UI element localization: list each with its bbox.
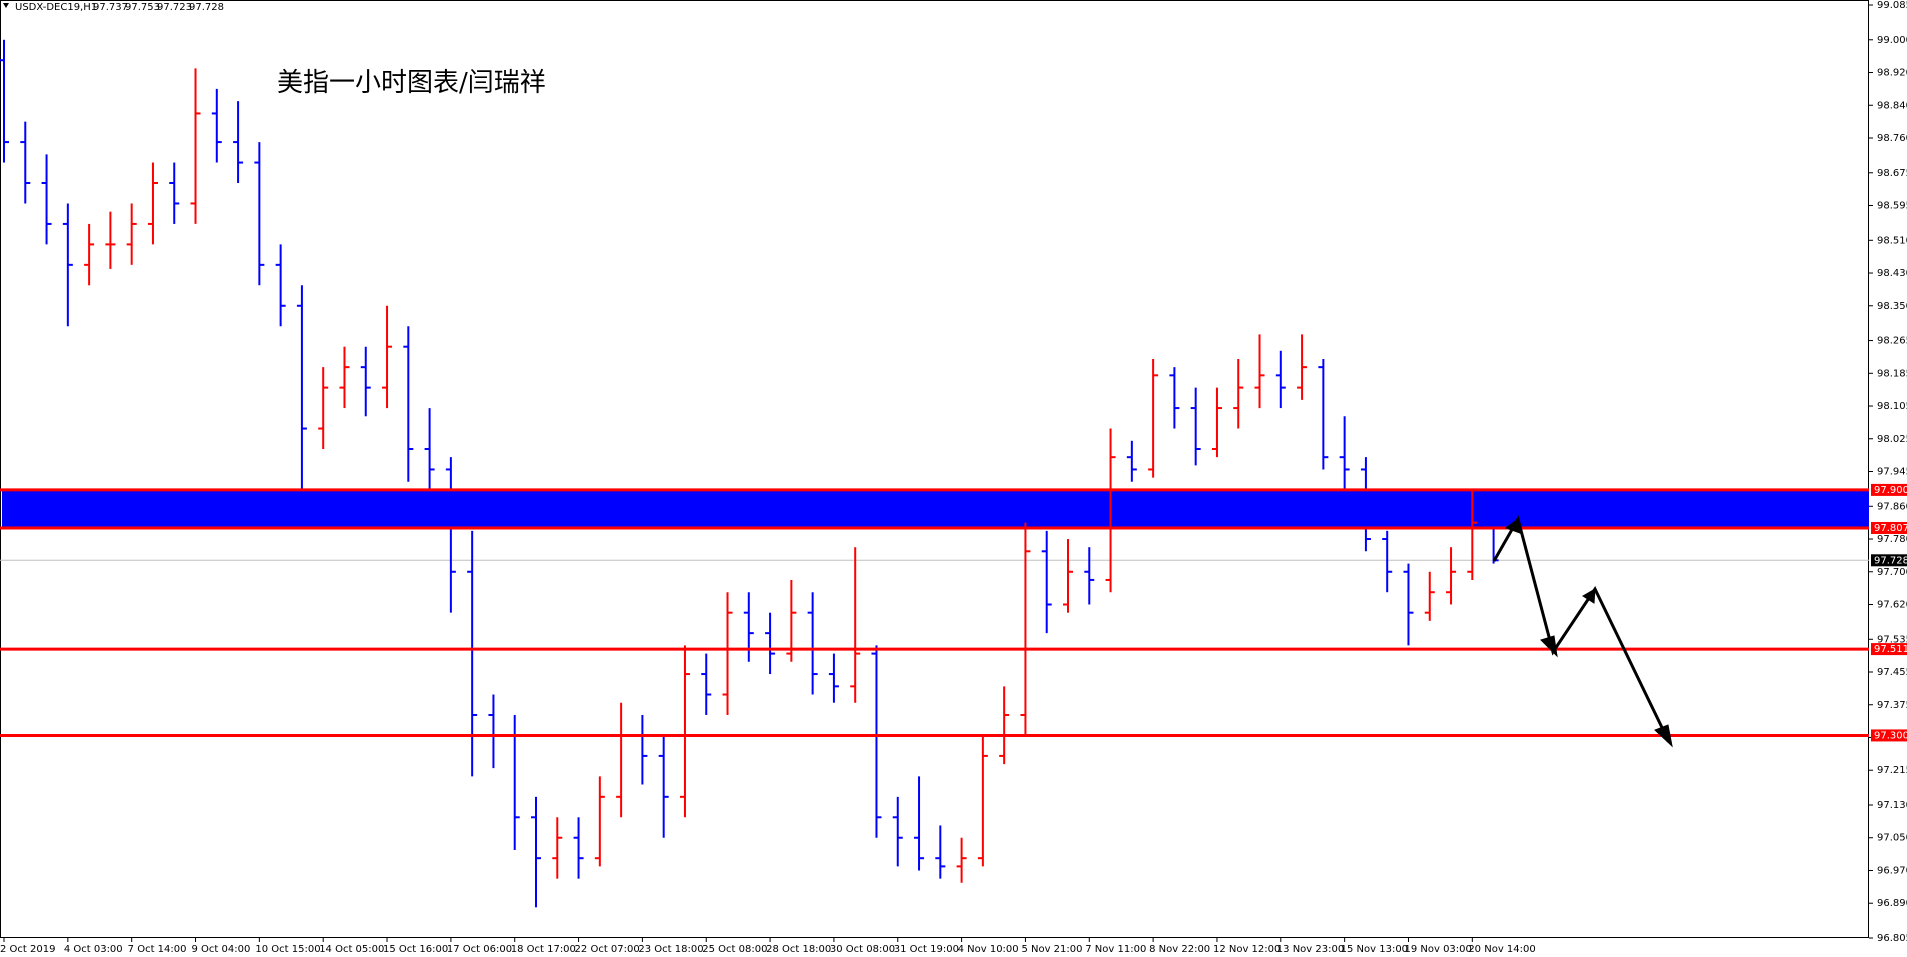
y-tick-label: 98.595 xyxy=(1877,201,1907,212)
y-tick-label: 98.920 xyxy=(1877,68,1907,79)
level-label: 97.300 xyxy=(1874,730,1907,741)
header-low: 97.723 xyxy=(157,2,192,13)
header-close: 97.728 xyxy=(189,2,224,13)
y-tick-label: 97.700 xyxy=(1877,567,1907,578)
y-tick-label: 98.350 xyxy=(1877,301,1907,312)
y-tick-label: 97.620 xyxy=(1877,599,1907,610)
x-tick-label: 18 Oct 17:00 xyxy=(511,944,576,955)
x-tick-label: 30 Oct 08:00 xyxy=(830,944,895,955)
y-tick-label: 98.105 xyxy=(1877,401,1907,412)
level-label-bg xyxy=(1871,483,1907,496)
current-price-label: 97.728 xyxy=(1874,555,1907,566)
arrow-head xyxy=(1654,724,1673,748)
y-tick-label: 98.840 xyxy=(1877,100,1907,111)
plot-frame xyxy=(0,0,1869,938)
x-tick-label: 20 Nov 14:00 xyxy=(1468,944,1535,955)
arrow-head xyxy=(1582,588,1596,604)
y-tick-label: 97.050 xyxy=(1877,833,1907,844)
arrow-head xyxy=(1540,635,1558,658)
x-tick-label: 17 Oct 06:00 xyxy=(447,944,512,955)
y-tick-label: 98.025 xyxy=(1877,434,1907,445)
x-tick-label: 9 Oct 04:00 xyxy=(192,944,251,955)
chart-title: 美指一小时图表/闫瑞祥 xyxy=(277,68,546,98)
x-tick-label: 15 Nov 13:00 xyxy=(1341,944,1408,955)
x-tick-label: 19 Nov 03:00 xyxy=(1404,944,1471,955)
x-tick-label: 22 Oct 07:00 xyxy=(575,944,640,955)
level-label: 97.807 xyxy=(1874,523,1907,534)
y-tick-label: 99.000 xyxy=(1877,35,1907,46)
x-tick-label: 10 Oct 15:00 xyxy=(255,944,320,955)
y-tick-label: 97.780 xyxy=(1877,534,1907,545)
current-price-bg xyxy=(1871,554,1907,567)
x-tick-label: 8 Nov 22:00 xyxy=(1149,944,1210,955)
x-tick-label: 4 Nov 10:00 xyxy=(958,944,1019,955)
y-tick-label: 97.945 xyxy=(1877,467,1907,478)
x-tick-label: 23 Oct 18:00 xyxy=(638,944,703,955)
x-tick-label: 14 Oct 05:00 xyxy=(319,944,384,955)
y-tick-label: 98.675 xyxy=(1877,168,1907,179)
symbol: USDX-DEC19,H1 xyxy=(15,2,97,13)
forecast-path xyxy=(1492,515,1670,741)
menu-arrow xyxy=(3,3,9,8)
x-tick-label: 2 Oct 2019 xyxy=(0,944,55,955)
y-tick-label: 98.510 xyxy=(1877,235,1907,246)
y-tick-label: 98.430 xyxy=(1877,268,1907,279)
y-tick-label: 97.860 xyxy=(1877,501,1907,512)
level-label-bg xyxy=(1871,729,1907,742)
x-tick-label: 7 Oct 14:00 xyxy=(128,944,187,955)
y-tick-label: 98.185 xyxy=(1877,368,1907,379)
x-tick-label: 5 Nov 21:00 xyxy=(1021,944,1082,955)
level-label: 97.900 xyxy=(1874,485,1907,496)
x-tick-label: 25 Oct 08:00 xyxy=(702,944,767,955)
x-tick-label: 31 Oct 19:00 xyxy=(894,944,959,955)
y-tick-label: 97.375 xyxy=(1877,700,1907,711)
level-label-bg xyxy=(1871,643,1907,656)
x-tick-label: 7 Nov 11:00 xyxy=(1085,944,1146,955)
x-tick-label: 4 Oct 03:00 xyxy=(64,944,123,955)
resistance-zone xyxy=(2,489,1869,528)
y-tick-label: 99.085 xyxy=(1877,0,1907,11)
header-high: 97.753 xyxy=(125,2,160,13)
y-tick-label: 96.890 xyxy=(1877,898,1907,909)
y-tick-label: 96.970 xyxy=(1877,865,1907,876)
y-tick-label: 97.130 xyxy=(1877,800,1907,811)
level-label: 97.511 xyxy=(1874,644,1907,655)
arrow-head xyxy=(1504,518,1521,534)
x-tick-label: 13 Nov 23:00 xyxy=(1277,944,1344,955)
y-tick-label: 97.535 xyxy=(1877,634,1907,645)
forecast-arrows xyxy=(1492,515,1673,748)
y-tick-label: 97.215 xyxy=(1877,765,1907,776)
y-tick-label: 96.805 xyxy=(1877,933,1907,944)
x-tick-label: 15 Oct 16:00 xyxy=(383,944,448,955)
header-open: 97.737 xyxy=(93,2,128,13)
y-tick-label: 97.455 xyxy=(1877,667,1907,678)
x-tick-label: 28 Oct 18:00 xyxy=(766,944,831,955)
y-tick-label: 98.760 xyxy=(1877,133,1907,144)
y-tick-label: 98.265 xyxy=(1877,336,1907,347)
x-tick-label: 12 Nov 12:00 xyxy=(1213,944,1280,955)
level-label-bg xyxy=(1871,521,1907,534)
